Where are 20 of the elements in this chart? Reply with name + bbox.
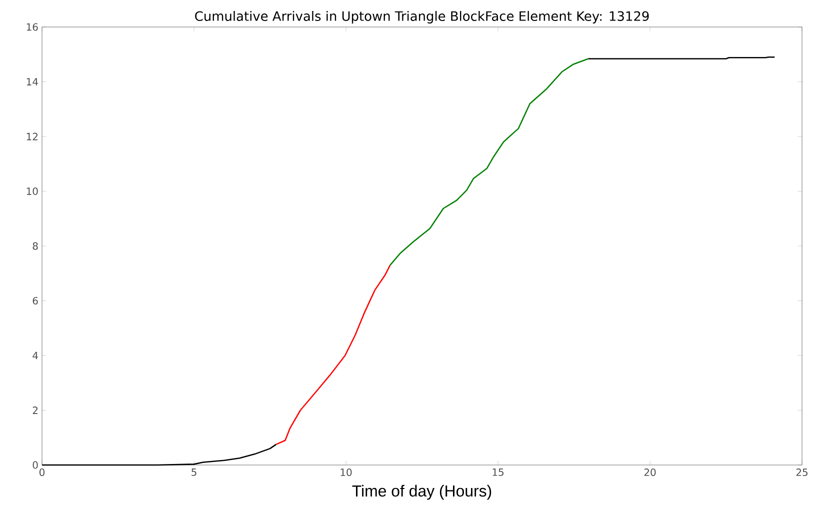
y-tick-label: 10 <box>26 187 38 196</box>
y-tick-label: 0 <box>32 461 38 469</box>
x-tick-label: 25 <box>796 468 808 476</box>
y-tick-label: 8 <box>32 242 38 250</box>
y-tick-label: 4 <box>32 352 38 360</box>
y-tick-label: 12 <box>26 132 38 140</box>
line-series <box>41 444 277 466</box>
x-tick-label: 15 <box>492 468 504 476</box>
x-tick-label: 0 <box>39 468 45 476</box>
y-tick-label: 14 <box>26 78 38 86</box>
x-tick-label: 20 <box>644 468 656 476</box>
y-tick-label: 2 <box>32 406 38 414</box>
x-tick-label: 5 <box>192 468 196 476</box>
line-series <box>389 58 589 266</box>
chart-title: Cumulative Arrivals in Uptown Triangle BlockFace Element Key: 13129 <box>195 10 649 24</box>
y-tick-label: 16 <box>26 23 38 31</box>
line-series <box>275 264 391 446</box>
x-tick-label: 10 <box>340 468 352 476</box>
x-axis-title: Time of day (Hours) <box>352 484 492 500</box>
y-tick-label: 6 <box>32 296 38 305</box>
